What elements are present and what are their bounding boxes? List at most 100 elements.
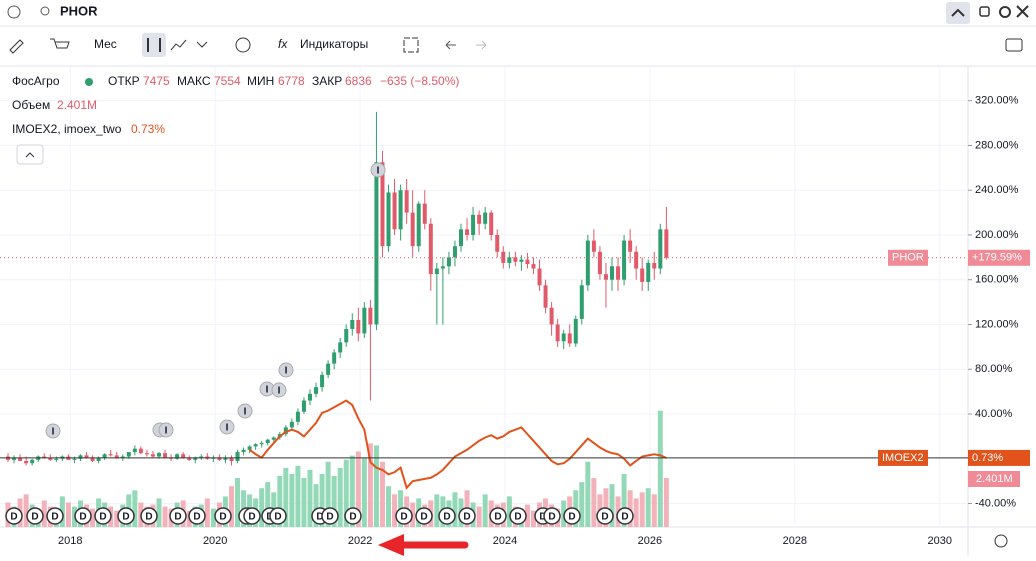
candle-body <box>247 446 252 450</box>
candle-body <box>477 214 482 224</box>
idea-marker <box>219 419 235 435</box>
x-tick-label: 2020 <box>203 535 227 547</box>
candle-body <box>465 229 470 235</box>
dividend-marker <box>509 507 527 525</box>
candle-body <box>525 259 530 265</box>
dividend-marker <box>563 507 581 525</box>
volume-bar <box>367 443 373 527</box>
candle-body <box>320 374 325 388</box>
idea-marker <box>45 423 61 439</box>
dividend-marker <box>26 507 44 525</box>
y-tick-label: 40.00% <box>975 408 1013 420</box>
compare-icon[interactable] <box>235 37 251 53</box>
candle-body <box>664 229 669 258</box>
dividend-label: D <box>316 512 323 523</box>
dividend-marker <box>489 507 507 525</box>
candle-body <box>513 257 518 262</box>
candle-body <box>561 333 566 342</box>
dividend-label: D <box>400 512 407 523</box>
dividend-label: D <box>548 512 555 523</box>
x-tick-label: 2024 <box>493 535 517 547</box>
candle-body <box>30 459 35 464</box>
candle-body <box>452 246 457 258</box>
candle-body <box>507 257 512 263</box>
candle-body <box>235 452 240 461</box>
y-tick-label: 280.00% <box>975 139 1019 151</box>
candle-body <box>652 262 657 269</box>
candle-body <box>386 192 391 247</box>
axis-settings[interactable] <box>994 534 1008 548</box>
candle-type-button[interactable] <box>142 33 166 57</box>
interval-button[interactable]: Мес <box>94 37 117 51</box>
dividend-label: D <box>463 512 470 523</box>
volume-bar <box>319 473 325 527</box>
price-tag-value: 0.73% <box>972 452 1003 464</box>
dividend-label: D <box>420 512 427 523</box>
candle-body <box>616 266 621 280</box>
fx-icon[interactable]: fx <box>278 37 288 51</box>
volume-bar <box>392 494 398 527</box>
candle-body <box>138 448 143 454</box>
volume-bar <box>343 459 349 527</box>
symbol[interactable]: PHOR <box>60 3 98 18</box>
volume-bar <box>289 473 295 527</box>
indicators-button[interactable]: Индикаторы <box>300 37 368 51</box>
idea-marker <box>278 362 294 378</box>
undo[interactable] <box>445 40 456 50</box>
volume-bar <box>277 476 283 527</box>
candle-body <box>356 319 361 334</box>
close-icon[interactable] <box>1016 5 1029 18</box>
search-icon[interactable] <box>40 6 50 16</box>
layout-icon[interactable] <box>403 37 419 53</box>
candle-body <box>157 453 161 457</box>
price-tag-name: IMOEX2 <box>882 452 924 464</box>
candle-body <box>271 437 276 440</box>
cart-icon[interactable] <box>50 38 70 49</box>
candle-body <box>132 448 137 453</box>
legend-close-label: ЗАКР <box>312 74 342 88</box>
volume-bar <box>651 494 657 527</box>
candle-body <box>410 212 415 247</box>
dividend-label: D <box>601 512 608 523</box>
candle-body <box>295 411 300 422</box>
volume-bar <box>265 482 271 527</box>
add-icon[interactable] <box>7 5 21 19</box>
x-tick-label: 2030 <box>928 535 952 547</box>
collapse-legend[interactable] <box>16 144 44 165</box>
volume-bar <box>355 451 361 527</box>
dividend-label: D <box>349 512 356 523</box>
volume-bar <box>585 461 591 527</box>
collapse-button[interactable] <box>946 2 970 24</box>
candle-body <box>48 457 53 460</box>
volume-bar <box>301 478 307 527</box>
dividend-marker <box>438 507 456 525</box>
redo[interactable] <box>476 40 487 50</box>
candle-icon <box>147 38 161 52</box>
volume-bar <box>476 506 482 527</box>
window-icon[interactable] <box>979 6 990 17</box>
y-tick-label: 200.00% <box>975 229 1019 241</box>
candle-body <box>126 452 131 457</box>
candle-body <box>555 324 560 342</box>
chevron <box>25 152 35 158</box>
legend-low: 6778 <box>278 74 305 88</box>
snapshot-icon[interactable] <box>1005 38 1023 52</box>
settings-icon[interactable] <box>999 6 1011 18</box>
dividend-label: D <box>31 512 38 523</box>
candle-body <box>144 453 149 455</box>
candle-body <box>42 456 47 458</box>
candle-body <box>114 455 119 458</box>
x-tick-label: 2028 <box>783 535 807 547</box>
candle-body <box>362 307 367 334</box>
area-icon[interactable] <box>170 39 187 51</box>
candle-body <box>229 457 234 461</box>
dropdown[interactable] <box>196 41 208 48</box>
x-tick-label: 2026 <box>638 535 662 547</box>
candle-body <box>283 427 288 435</box>
price-tag <box>888 249 928 266</box>
legend-volume: 2.401M <box>57 98 97 112</box>
volume-bar <box>621 473 627 527</box>
dividend-label: D <box>10 512 17 523</box>
draw-tool[interactable] <box>9 39 24 54</box>
candle-body <box>392 192 397 230</box>
